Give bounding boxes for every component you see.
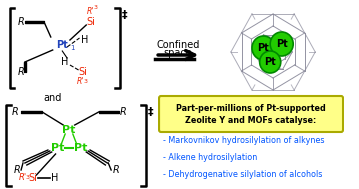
Text: R': R' bbox=[19, 174, 27, 183]
Text: Si: Si bbox=[86, 17, 95, 27]
Circle shape bbox=[252, 36, 275, 60]
Text: 1: 1 bbox=[70, 45, 74, 51]
Text: - Markovnikov hydrosilylation of alkynes: - Markovnikov hydrosilylation of alkynes bbox=[163, 136, 325, 145]
Text: - Dehydrogenative silylation of alcohols: - Dehydrogenative silylation of alcohols bbox=[163, 170, 322, 179]
Text: - Alkene hydrosilylation: - Alkene hydrosilylation bbox=[163, 153, 257, 162]
Text: Si: Si bbox=[29, 173, 38, 183]
Text: Part-per-millions of Pt-supported
Zeolite Y and MOFs catalyse:: Part-per-millions of Pt-supported Zeolit… bbox=[176, 104, 326, 125]
Text: H: H bbox=[51, 173, 58, 183]
Text: R': R' bbox=[77, 77, 84, 87]
Text: Pt: Pt bbox=[258, 43, 269, 53]
Text: 3: 3 bbox=[83, 79, 87, 84]
Text: H: H bbox=[61, 57, 69, 67]
Text: R: R bbox=[113, 165, 120, 175]
Text: R: R bbox=[120, 107, 126, 117]
Text: R: R bbox=[11, 107, 18, 117]
Text: 3: 3 bbox=[94, 5, 98, 10]
Text: R: R bbox=[17, 67, 24, 77]
FancyBboxPatch shape bbox=[159, 96, 343, 132]
Circle shape bbox=[260, 51, 281, 73]
Text: Si: Si bbox=[79, 67, 88, 77]
Text: Pt: Pt bbox=[264, 57, 276, 67]
Text: and: and bbox=[43, 93, 62, 103]
Text: Pt: Pt bbox=[56, 40, 68, 50]
Text: ‡: ‡ bbox=[122, 10, 127, 20]
Text: Pt: Pt bbox=[74, 143, 87, 153]
Text: Pt: Pt bbox=[51, 143, 64, 153]
Text: Pt: Pt bbox=[276, 39, 288, 49]
Text: ‡: ‡ bbox=[148, 107, 153, 117]
Text: space: space bbox=[164, 48, 192, 58]
Text: Confined: Confined bbox=[157, 40, 200, 50]
Text: 3: 3 bbox=[26, 175, 30, 180]
Circle shape bbox=[270, 32, 293, 56]
Text: H: H bbox=[81, 35, 88, 45]
Text: R: R bbox=[13, 165, 20, 175]
Text: R': R' bbox=[87, 8, 94, 16]
Text: R: R bbox=[17, 17, 24, 27]
Text: Pt: Pt bbox=[62, 125, 76, 135]
